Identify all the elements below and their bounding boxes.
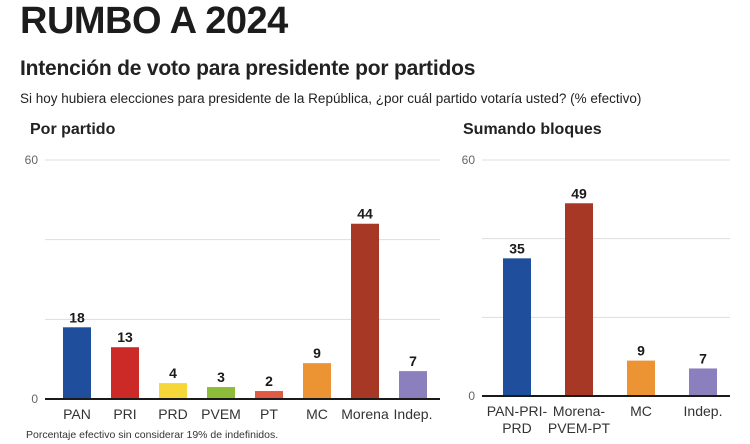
panel-title-sumando-bloques: Sumando bloques (463, 121, 602, 138)
bar-pan-pri-prd (503, 258, 531, 396)
category-label: Indep. (684, 403, 723, 419)
data-label: 18 (69, 309, 85, 325)
data-label: 3 (217, 369, 225, 385)
data-label: 13 (117, 329, 133, 345)
bar-indep- (399, 371, 427, 399)
data-label: 9 (637, 343, 645, 359)
bar-pvem (207, 387, 235, 399)
bar-pan (63, 327, 91, 399)
category-label: PVEM (201, 406, 241, 422)
bar-mc (627, 360, 655, 396)
category-label: Morena (341, 406, 389, 422)
bar-indep- (689, 368, 717, 396)
bar-morena (351, 223, 379, 399)
panel-title-por-partido: Por partido (30, 121, 116, 138)
data-label: 49 (571, 185, 587, 201)
category-label: Indep. (394, 406, 433, 422)
y-tick-label: 0 (31, 392, 38, 406)
footnote: Porcentaje efectivo sin considerar 19% d… (26, 429, 279, 441)
survey-question: Si hoy hubiera elecciones para president… (20, 91, 642, 106)
category-label: PRD (158, 406, 188, 422)
bar-pt (255, 391, 283, 399)
data-label: 4 (169, 365, 177, 381)
page-title: RUMBO A 2024 (20, 0, 288, 42)
data-label: 35 (509, 240, 525, 256)
y-tick-label: 60 (25, 153, 39, 167)
bar-pri (111, 347, 139, 399)
category-label: MC (306, 406, 328, 422)
category-label: PAN (63, 406, 91, 422)
y-tick-label: 60 (462, 153, 476, 167)
category-label: PRI (113, 406, 136, 422)
data-label: 2 (265, 373, 273, 389)
category-label: PRD (502, 420, 532, 436)
bar-morena-pvem-pt (565, 203, 593, 396)
category-label: PVEM-PT (548, 420, 611, 436)
data-label: 9 (313, 345, 321, 361)
bar-mc (303, 363, 331, 399)
category-label: MC (630, 403, 652, 419)
bar-prd (159, 383, 187, 399)
category-label: Morena- (553, 403, 605, 419)
category-label: PAN-PRI- (487, 403, 548, 419)
data-label: 44 (357, 206, 373, 222)
y-tick-label: 0 (468, 389, 475, 403)
data-label: 7 (409, 353, 417, 369)
data-label: 7 (699, 350, 707, 366)
chart-subtitle: Intención de voto para presidente por pa… (20, 57, 476, 80)
category-label: PT (260, 406, 278, 422)
